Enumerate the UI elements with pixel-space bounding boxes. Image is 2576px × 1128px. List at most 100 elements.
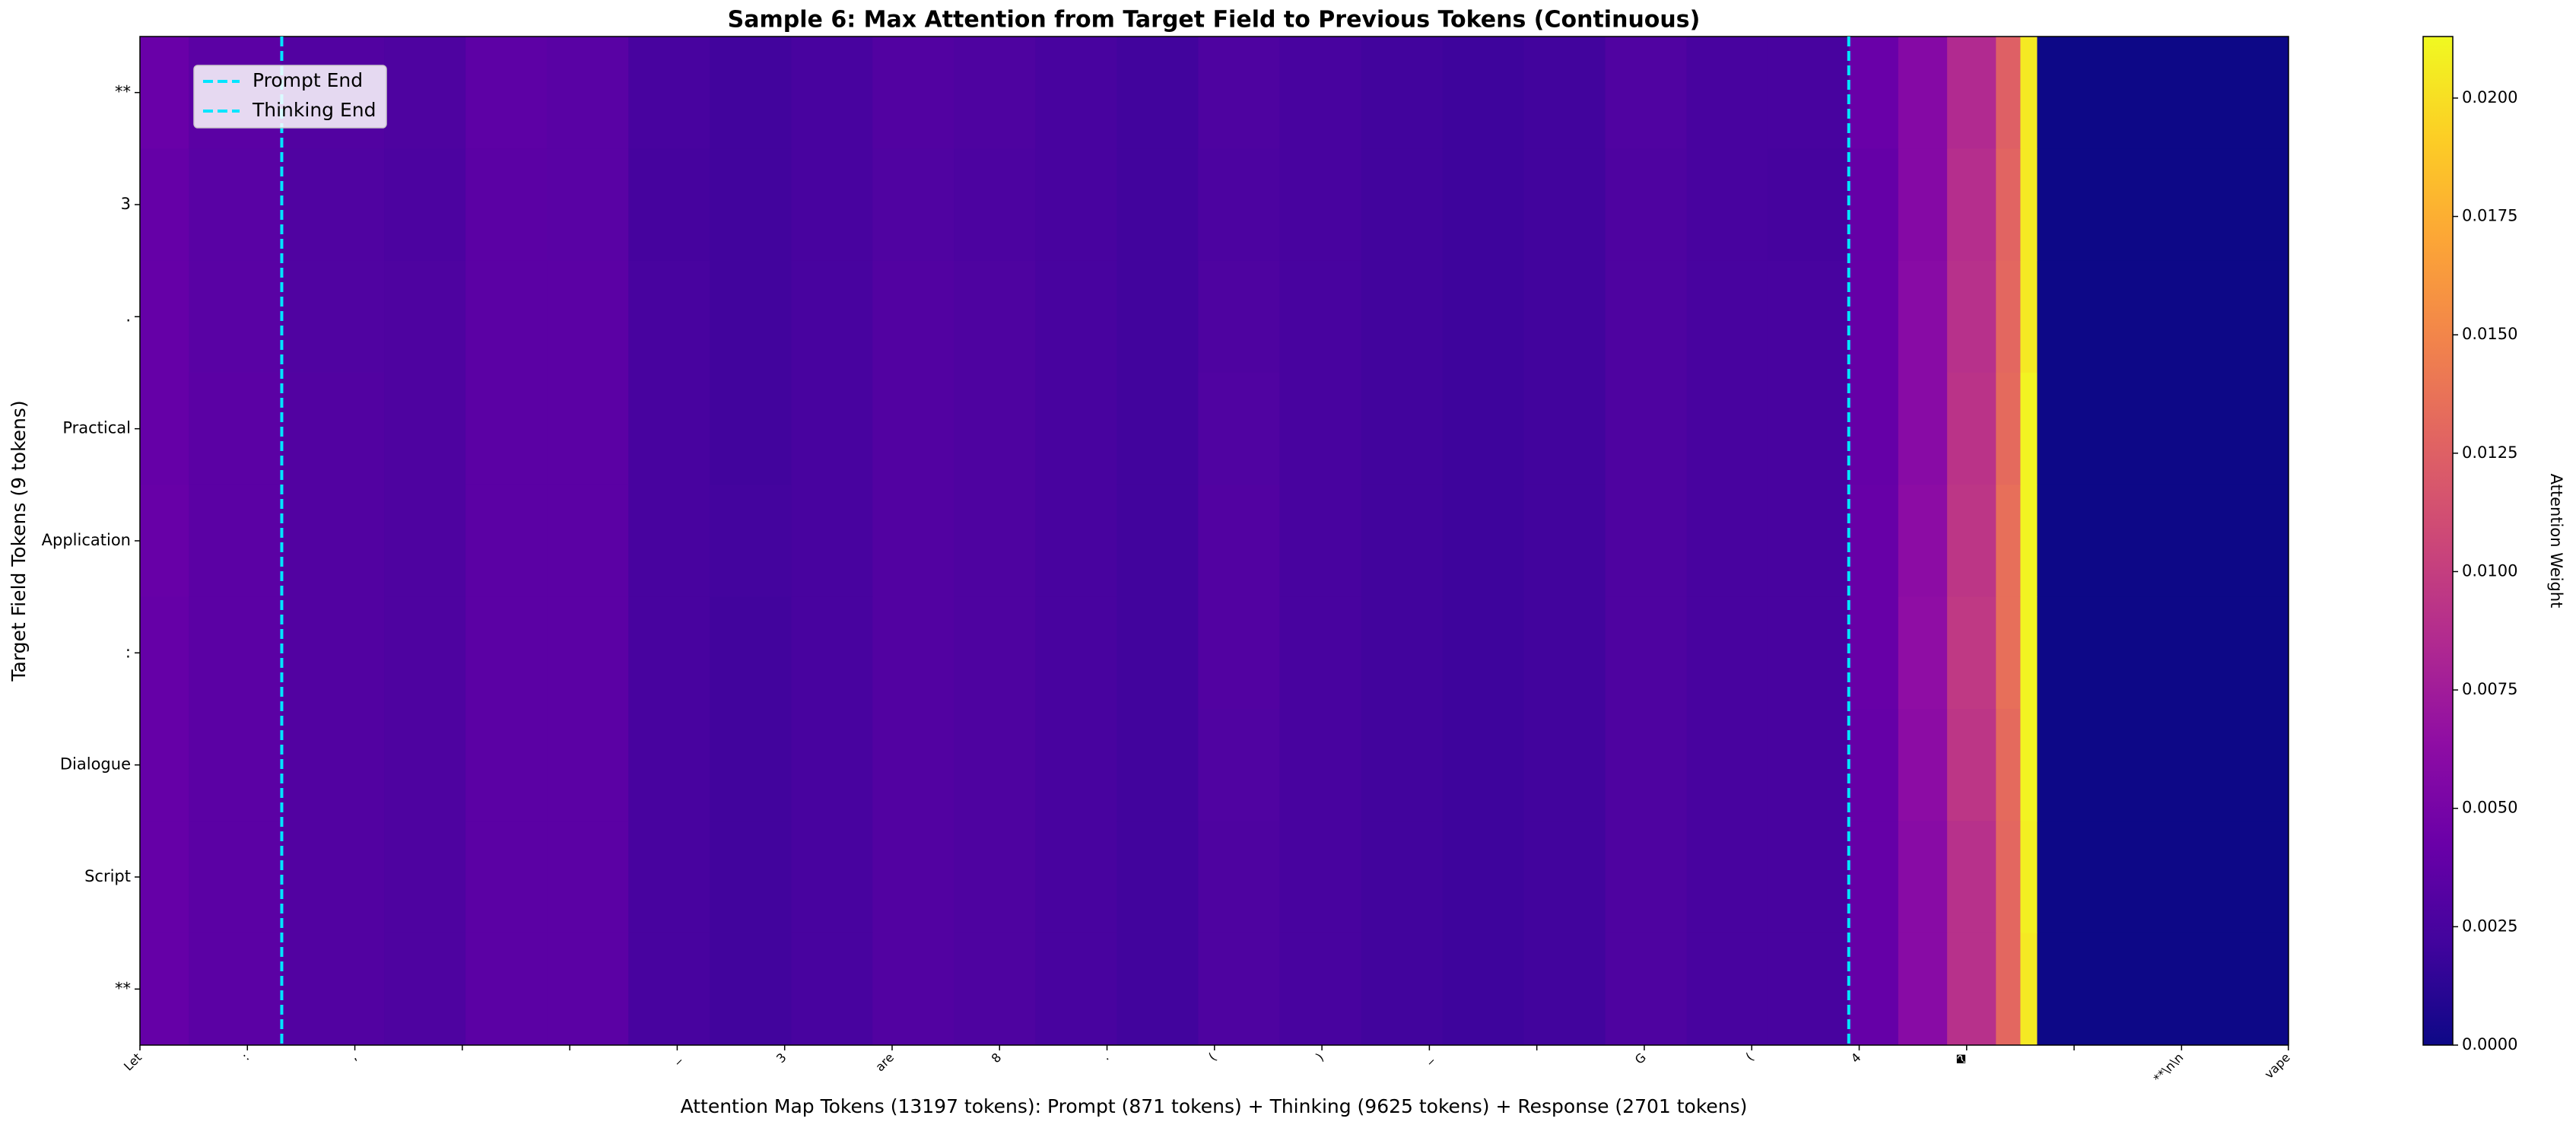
heatmap-cell [1996,596,2021,710]
heatmap-cell [710,709,792,821]
heatmap-cell [2037,373,2289,485]
heatmap-cell [1768,709,1850,821]
heatmap-cell [384,596,466,710]
heatmap-cell [189,485,282,598]
heatmap-cell [1768,148,1850,262]
heatmap-cell [281,709,385,821]
heatmap-cell [1947,709,1996,821]
heatmap-cell [1442,596,1525,710]
heatmap-cell [1035,148,1117,262]
heatmap-cell [281,260,385,373]
heatmap-cell [1523,260,1606,373]
heatmap-cell [710,148,792,262]
heatmap-cell [1768,373,1850,485]
heatmap-cell [1361,37,1444,149]
heatmap-cell [1442,37,1525,149]
heatmap-cell [1898,821,1948,934]
colorbar-tick-label: 0.0100 [2462,561,2517,580]
heatmap-cell [1605,485,1688,598]
heatmap-cell [1523,933,1606,1046]
heatmap-cell [628,596,710,710]
heatmap-cell [2020,485,2038,598]
heatmap-cell [1605,933,1688,1046]
heatmap-cell [547,260,629,373]
heatmap-cell [1116,373,1199,485]
heatmap-cell [384,148,466,262]
heatmap-cell [1848,373,1899,485]
heatmap-cell [281,596,385,710]
heatmap-cell [954,596,1036,710]
heatmap-cell [872,260,954,373]
heatmap-cell [1198,485,1280,598]
heatmap-cell [1848,596,1899,710]
heatmap-cell [628,933,710,1046]
heatmap-cell [1898,933,1948,1046]
heatmap-cell [547,373,629,485]
heatmap-cell [954,821,1036,934]
heatmap-cell [465,596,548,710]
heatmap-cell [384,709,466,821]
heatmap-cell [1361,260,1444,373]
heatmap-cell [954,37,1036,149]
heatmap-cell [710,37,792,149]
heatmap-cell [1848,260,1899,373]
heatmap-cell [1442,148,1525,262]
colorbar [2422,36,2454,1046]
heatmap-cell [1898,37,1948,149]
heatmap-cell [1686,260,1769,373]
heatmap-cell [1848,148,1899,262]
heatmap-cell [791,148,873,262]
heatmap-cell [1116,596,1199,710]
heatmap-cell [281,933,385,1046]
heatmap-cell [628,148,710,262]
colorbar-tick-label: 0.0025 [2462,917,2517,935]
x-axis-label: Attention Map Tokens (13197 tokens): Pro… [681,1095,1748,1117]
heatmap-cell [1947,821,1996,934]
heatmap-cell [954,709,1036,821]
colorbar-tick-label: 0.0075 [2462,680,2517,698]
heatmap-cell [465,148,548,262]
heatmap-cell [1279,596,1361,710]
legend-box [193,65,387,129]
heatmap-cell [1442,933,1525,1046]
heatmap-cell [954,260,1036,373]
heatmap-cell [791,485,873,598]
heatmap-cell [872,709,954,821]
y-tick-label: Dialogue [60,755,131,774]
heatmap-cell [1686,709,1769,821]
heatmap-cell [1523,37,1606,149]
heatmap-cell [1116,709,1199,821]
heatmap-cell [2020,37,2038,149]
heatmap-cell [791,596,873,710]
heatmap-cell [140,37,189,149]
x-tick-label: G [1632,1050,1649,1067]
heatmap-cell [465,709,548,821]
heatmap-cell [1198,933,1280,1046]
heatmap-cell [710,596,792,710]
heatmap-cell [1848,821,1899,934]
heatmap-cell [140,485,189,598]
heatmap-cell [1361,933,1444,1046]
x-tick-label: 8 [989,1050,1005,1066]
heatmap-cell [1996,37,2021,149]
legend: Prompt End Thinking End [193,65,387,129]
heatmap-cell [2037,37,2289,149]
heatmap-cell [2037,821,2289,934]
heatmap-cell [1035,260,1117,373]
heatmap-cell [1605,37,1688,149]
y-axis-label: Target Field Tokens (9 tokens) [8,400,30,682]
heatmap-cell [1198,373,1280,485]
heatmap-cell [872,933,954,1046]
heatmap-cell [1279,37,1361,149]
heatmap-cell [1361,373,1444,485]
heatmap-cell [1198,821,1280,934]
heatmap-cell [1523,148,1606,262]
heatmap-cell [384,485,466,598]
heatmap-cell [628,260,710,373]
heatmap-cell [1768,485,1850,598]
heatmap-cell [1947,596,1996,710]
heatmap-cell [1442,821,1525,934]
heatmap-cell [1605,373,1688,485]
heatmap-cell [1686,596,1769,710]
colorbar-tick-label: 0.0150 [2462,325,2517,343]
